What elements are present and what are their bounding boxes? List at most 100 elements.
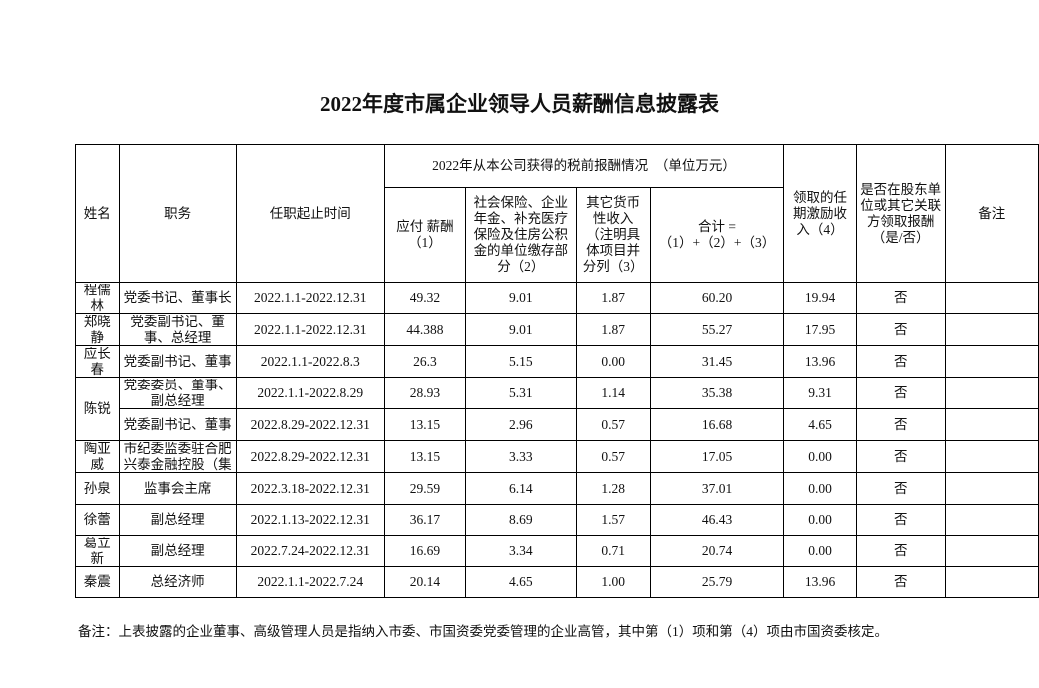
cell-name: 陈锐 [75, 377, 120, 441]
cell-other: 1.87 [575, 313, 651, 346]
cell-position: 市纪委监委驻合肥兴泰金融控股（集 [118, 440, 237, 473]
cell-remark [944, 440, 1039, 473]
header-remark: 备注 [944, 144, 1039, 283]
cell-salary: 26.3 [383, 345, 467, 378]
page-title: 2022年度市属企业领导人员薪酬信息披露表 [320, 92, 719, 116]
cell-position: 副总经理 [118, 504, 237, 536]
cell-remark [944, 377, 1039, 409]
cell-social: 5.31 [465, 377, 577, 409]
cell-incentive: 0.00 [783, 472, 857, 505]
cell-related: 否 [855, 408, 946, 441]
cell-term: 2022.1.1-2022.8.3 [235, 345, 385, 378]
cell-other: 0.71 [575, 535, 651, 567]
table-row: 葛立新 副总经理 2022.7.24-2022.12.31 16.69 3.34 0.71… [75, 535, 1039, 567]
cell-position: 党委副书记、董事、总经理 [118, 313, 237, 346]
header-other: 其它货币性收入（注明具体项目并分列（3） [575, 187, 651, 283]
cell-incentive: 19.94 [783, 282, 857, 314]
cell-position: 党委委员、董事、副总经理 [118, 377, 237, 409]
cell-remark [944, 535, 1039, 567]
cell-related: 否 [855, 535, 946, 567]
cell-total: 46.43 [649, 504, 785, 536]
cell-total: 20.74 [649, 535, 785, 567]
cell-position: 总经济师 [118, 566, 237, 598]
cell-name: 秦震 [75, 566, 120, 598]
cell-salary: 29.59 [383, 472, 467, 505]
cell-name: 葛立新 [75, 535, 120, 567]
cell-related: 否 [855, 377, 946, 409]
cell-total: 31.45 [649, 345, 785, 378]
cell-other: 1.28 [575, 472, 651, 505]
cell-total: 35.38 [649, 377, 785, 409]
cell-remark [944, 408, 1039, 441]
table-row: 孙泉 监事会主席 2022.3.18-2022.12.31 29.59 6.14 1.28… [75, 472, 1039, 505]
cell-total: 17.05 [649, 440, 785, 473]
cell-name: 徐蕾 [75, 504, 120, 536]
cell-related: 否 [855, 282, 946, 314]
table-row: 程儒林 党委书记、董事长 2022.1.1-2022.12.31 49.32 9.01 1… [75, 282, 1039, 314]
cell-term: 2022.3.18-2022.12.31 [235, 472, 385, 505]
cell-other: 0.57 [575, 408, 651, 441]
cell-term: 2022.1.1-2022.12.31 [235, 282, 385, 314]
cell-term: 2022.8.29-2022.12.31 [235, 408, 385, 441]
cell-incentive: 13.96 [783, 566, 857, 598]
cell-position: 党委副书记、董事 [118, 408, 237, 441]
cell-salary: 13.15 [383, 408, 467, 441]
header-group: 2022年从本公司获得的税前报酬情况 （单位万元） [383, 144, 785, 188]
table-row: 陈锐 党委委员、董事、副总经理 2022.1.1-2022.8.29 28.93 5.3… [75, 377, 1039, 441]
cell-social: 9.01 [465, 313, 577, 346]
cell-social: 3.34 [465, 535, 577, 567]
cell-incentive: 9.31 [783, 377, 857, 409]
cell-other: 1.14 [575, 377, 651, 409]
cell-salary: 36.17 [383, 504, 467, 536]
cell-related: 否 [855, 566, 946, 598]
cell-remark [944, 345, 1039, 378]
cell-remark [944, 282, 1039, 314]
header-related: 是否在股东单位或其它关联方领取报酬（是/否） [855, 144, 946, 283]
cell-term: 2022.8.29-2022.12.31 [235, 440, 385, 473]
table-row: 陶亚威 市纪委监委驻合肥兴泰金融控股（集 2022.8.29-2022.12.31 1… [75, 440, 1039, 473]
cell-total: 60.20 [649, 282, 785, 314]
cell-term: 2022.1.1-2022.12.31 [235, 313, 385, 346]
cell-position: 监事会主席 [118, 472, 237, 505]
cell-related: 否 [855, 440, 946, 473]
cell-incentive: 0.00 [783, 535, 857, 567]
cell-salary: 20.14 [383, 566, 467, 598]
cell-other: 0.57 [575, 440, 651, 473]
cell-remark [944, 504, 1039, 536]
cell-social: 6.14 [465, 472, 577, 505]
table-row: 党委副书记、董事 2022.8.29-2022.12.31 13.15 2.96 0.5… [76, 408, 1039, 441]
cell-position: 党委副书记、董事 [118, 345, 237, 378]
cell-name: 应长春 [75, 345, 120, 378]
cell-term: 2022.1.1-2022.7.24 [235, 566, 385, 598]
table-row: 秦震 总经济师 2022.1.1-2022.7.24 20.14 4.65 1.00 25.… [75, 566, 1039, 598]
cell-incentive: 0.00 [783, 440, 857, 473]
cell-salary: 44.388 [383, 313, 467, 346]
cell-salary: 28.93 [383, 377, 467, 409]
cell-other: 1.87 [575, 282, 651, 314]
table-row: 应长春 党委副书记、董事 2022.1.1-2022.8.3 26.3 5.15 0.00… [75, 345, 1039, 378]
cell-name: 孙泉 [75, 472, 120, 505]
cell-salary: 13.15 [383, 440, 467, 473]
cell-social: 4.65 [465, 566, 577, 598]
cell-total: 16.68 [649, 408, 785, 441]
cell-position: 副总经理 [118, 535, 237, 567]
header-total: 合计 =（1）+（2）+（3） [649, 187, 785, 283]
cell-remark [944, 566, 1039, 598]
cell-related: 否 [855, 345, 946, 378]
cell-other: 1.00 [575, 566, 651, 598]
cell-name: 郑晓静 [75, 313, 120, 346]
cell-remark [944, 313, 1039, 346]
cell-name: 程儒林 [75, 282, 120, 314]
cell-position: 党委书记、董事长 [118, 282, 237, 314]
cell-incentive: 4.65 [783, 408, 857, 441]
cell-incentive: 17.95 [783, 313, 857, 346]
cell-social: 3.33 [465, 440, 577, 473]
header-incentive: 领取的任期激励收入（4） [783, 144, 857, 283]
cell-social: 9.01 [465, 282, 577, 314]
cell-total: 55.27 [649, 313, 785, 346]
cell-salary: 16.69 [383, 535, 467, 567]
table-row: 徐蕾 副总经理 2022.1.13-2022.12.31 36.17 8.69 1.57 4… [75, 504, 1039, 536]
cell-related: 否 [855, 313, 946, 346]
cell-related: 否 [855, 472, 946, 505]
cell-social: 2.96 [465, 408, 577, 441]
